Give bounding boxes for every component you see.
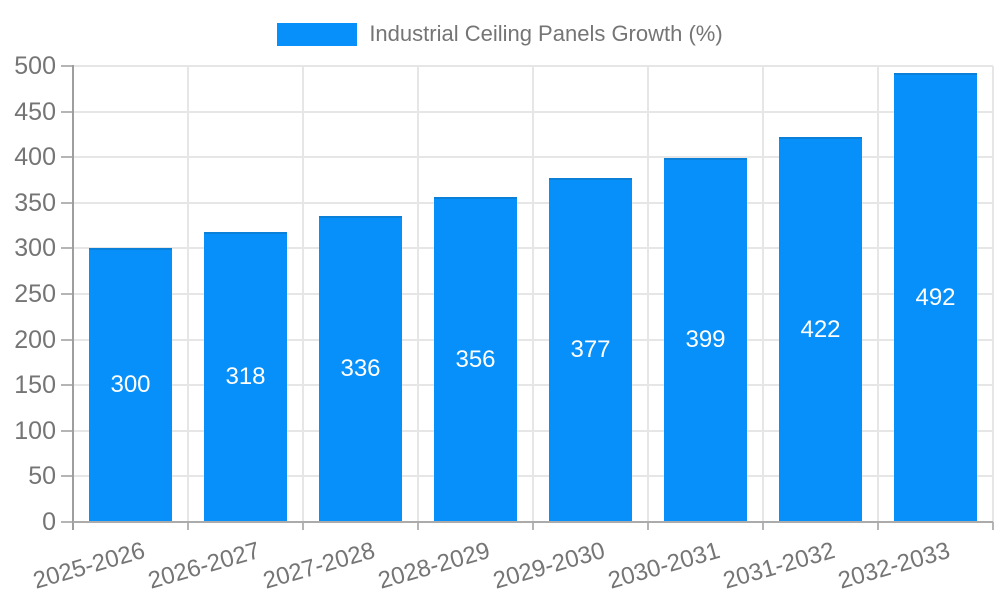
y-axis-tick-label: 500 bbox=[14, 52, 56, 80]
x-axis-category-label: 2025-2026 bbox=[29, 537, 148, 595]
legend-swatch bbox=[277, 22, 358, 46]
chart-legend[interactable]: Industrial Ceiling Panels Growth (%) bbox=[0, 21, 1000, 47]
bar-value-label: 356 bbox=[455, 345, 496, 373]
y-axis-tick bbox=[61, 247, 73, 250]
gridline-vertical bbox=[762, 66, 764, 522]
gridline-vertical bbox=[877, 66, 879, 522]
y-axis-tick bbox=[61, 338, 73, 341]
y-axis-tick bbox=[61, 65, 73, 67]
x-axis-tick bbox=[532, 522, 534, 530]
x-axis-tick bbox=[762, 522, 764, 530]
x-axis-category-label: 2027-2028 bbox=[259, 537, 378, 595]
y-axis-tick-label: 450 bbox=[14, 97, 56, 126]
y-axis-tick bbox=[61, 201, 73, 204]
bar-value-label: 318 bbox=[225, 362, 266, 390]
y-axis-tick bbox=[61, 156, 73, 159]
x-axis-category-label: 2031-2032 bbox=[719, 537, 838, 595]
x-axis-tick bbox=[302, 522, 304, 530]
y-axis-tick-label: 200 bbox=[14, 325, 56, 354]
y-axis-tick bbox=[61, 384, 73, 387]
y-axis-tick bbox=[61, 110, 73, 113]
x-axis-category-label: 2032-2033 bbox=[834, 537, 953, 595]
x-axis-category-label: 2028-2029 bbox=[374, 537, 493, 595]
gridline-vertical bbox=[532, 66, 534, 522]
y-axis-tick-label: 250 bbox=[14, 280, 56, 308]
bar-value-label: 377 bbox=[570, 336, 611, 364]
bar-value-label: 422 bbox=[800, 315, 841, 343]
x-axis-tick bbox=[877, 522, 879, 530]
gridline-vertical bbox=[302, 66, 304, 522]
bar-2025-2026[interactable] bbox=[89, 248, 172, 522]
bar-value-label: 300 bbox=[110, 371, 151, 399]
y-axis-tick-label: 0 bbox=[42, 508, 56, 536]
y-axis-line bbox=[72, 65, 74, 530]
y-axis-tick-label: 50 bbox=[28, 462, 56, 491]
bar-2031-2032[interactable] bbox=[779, 137, 862, 522]
y-axis-tick bbox=[61, 429, 73, 432]
gridline-vertical bbox=[992, 66, 994, 522]
bar-value-label: 399 bbox=[685, 326, 726, 354]
x-axis-category-label: 2029-2030 bbox=[489, 537, 608, 595]
bar-value-label: 336 bbox=[340, 354, 381, 382]
bar-2032-2033[interactable] bbox=[894, 73, 977, 522]
y-axis-tick bbox=[61, 475, 73, 478]
x-axis-tick bbox=[187, 522, 189, 530]
x-axis-tick bbox=[417, 522, 419, 530]
y-axis-tick-label: 100 bbox=[14, 416, 56, 445]
legend-label: Industrial Ceiling Panels Growth (%) bbox=[369, 21, 723, 46]
x-axis-baseline bbox=[73, 521, 993, 523]
y-axis-tick-label: 350 bbox=[14, 188, 56, 217]
bar-value-label: 492 bbox=[915, 283, 956, 311]
bar-2029-2030[interactable] bbox=[549, 178, 632, 522]
bar-2028-2029[interactable] bbox=[434, 197, 517, 522]
x-axis-tick bbox=[647, 522, 649, 530]
y-axis-tick bbox=[61, 293, 73, 295]
bar-2030-2031[interactable] bbox=[664, 158, 747, 522]
y-axis-tick-label: 300 bbox=[14, 234, 56, 263]
bar-2027-2028[interactable] bbox=[319, 215, 402, 522]
x-axis-tick bbox=[992, 522, 994, 530]
gridline-vertical bbox=[187, 66, 189, 522]
x-axis-category-label: 2026-2027 bbox=[144, 537, 263, 595]
bar-2026-2027[interactable] bbox=[204, 231, 287, 522]
gridline-vertical bbox=[417, 66, 419, 522]
y-axis-tick-label: 150 bbox=[14, 371, 56, 400]
y-axis-tick bbox=[61, 521, 73, 523]
x-axis-category-label: 2030-2031 bbox=[604, 537, 723, 595]
gridline-vertical bbox=[647, 66, 649, 522]
y-axis-tick-label: 400 bbox=[14, 143, 56, 172]
